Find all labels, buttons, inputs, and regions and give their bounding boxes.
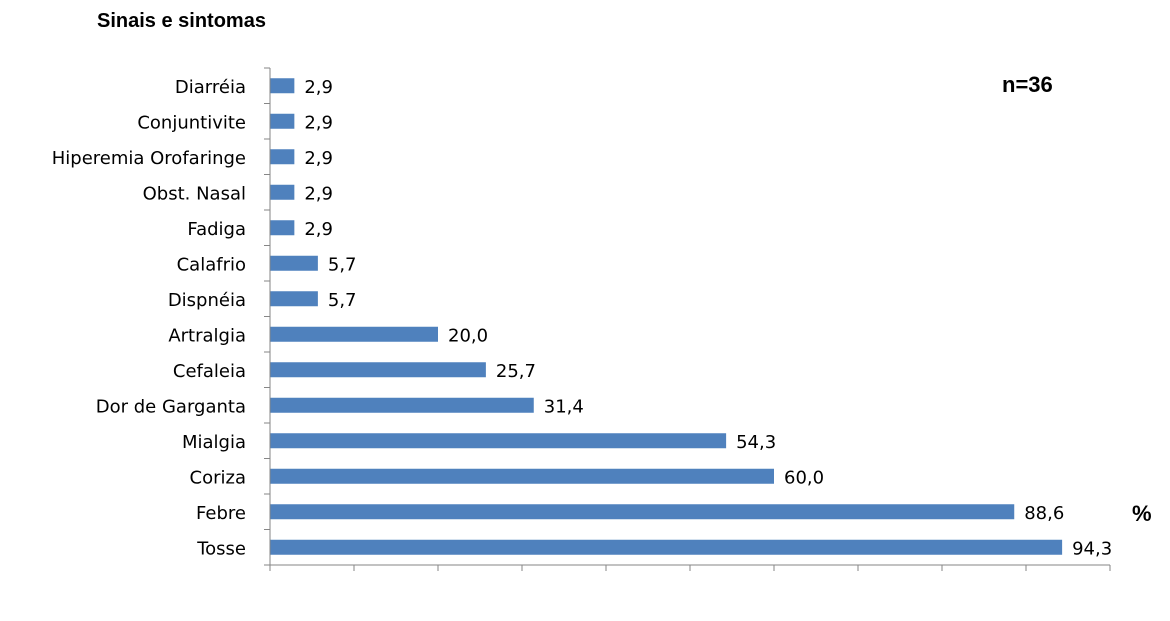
- bar: [270, 149, 295, 165]
- bar-value-label: 31,4: [544, 396, 584, 417]
- bar-value-label: 2,9: [304, 219, 333, 240]
- chart-title: Sinais e sintomas: [97, 10, 266, 32]
- bar-value-label: 60,0: [784, 467, 824, 488]
- bar: [270, 255, 318, 271]
- bar-value-label: 20,0: [448, 325, 488, 346]
- bar: [270, 291, 318, 307]
- bar-value-label: 5,7: [328, 254, 357, 275]
- category-label: Cefaleia: [173, 361, 246, 382]
- bar: [270, 362, 486, 378]
- bar-value-label: 25,7: [496, 361, 536, 382]
- bar: [270, 539, 1063, 555]
- bar: [270, 504, 1015, 520]
- percent-unit-annotation: %: [1132, 501, 1152, 526]
- value-labels-group: 94,3 88,6 60,0 54,3 31,4 25,7 20,0 5,7 5,7 2,9 2,9…: [304, 77, 1112, 560]
- bar-value-label: 88,6: [1024, 503, 1064, 524]
- bar: [270, 184, 295, 200]
- category-label: Dispnéia: [168, 290, 246, 311]
- bar-value-label: 2,9: [304, 148, 333, 169]
- bar: [270, 468, 774, 484]
- axes-group: [264, 67, 1111, 571]
- bars-group: [270, 78, 1063, 555]
- category-label: Hiperemia Orofaringe: [52, 148, 246, 169]
- category-label: Fadiga: [187, 219, 246, 240]
- bar: [270, 433, 727, 449]
- bar-value-label: 2,9: [304, 112, 333, 133]
- bar: [270, 78, 295, 94]
- bar-value-label: 2,9: [304, 77, 333, 98]
- category-label: Mialgia: [182, 432, 246, 453]
- category-label: Tosse: [196, 538, 246, 559]
- bar-value-label: 94,3: [1072, 538, 1112, 559]
- category-label: Artralgia: [168, 325, 246, 346]
- bar: [270, 326, 438, 342]
- category-label: Febre: [196, 503, 246, 524]
- category-label: Coriza: [190, 467, 246, 488]
- bar-value-label: 54,3: [736, 432, 776, 453]
- bar-value-label: 5,7: [328, 290, 357, 311]
- bar-value-label: 2,9: [304, 183, 333, 204]
- bar: [270, 113, 295, 129]
- bar: [270, 397, 534, 413]
- bar: [270, 220, 295, 236]
- category-label: Dor de Garganta: [96, 396, 246, 417]
- category-label: Conjuntivite: [137, 112, 246, 133]
- category-labels-group: Tosse Febre Coriza Mialgia Dor de Garganta Ce…: [52, 77, 246, 560]
- category-label: Obst. Nasal: [143, 183, 246, 204]
- category-label: Calafrio: [177, 254, 246, 275]
- category-label: Diarréia: [175, 77, 246, 98]
- sample-size-annotation: n=36: [1002, 72, 1053, 97]
